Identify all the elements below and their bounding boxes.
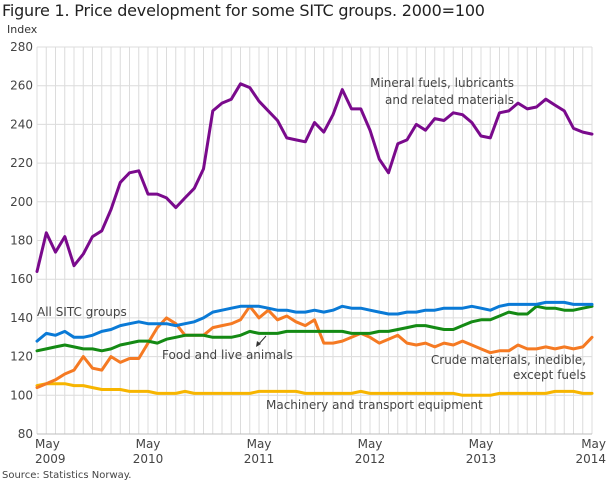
y-tick-label: 160 (10, 272, 33, 286)
x-tick-label-year: 2014 (575, 452, 606, 466)
y-axis-ticks: 80 100 120 140 160 180 200 220 240 260 280 (10, 40, 33, 441)
x-tick-label-month: May (136, 437, 161, 451)
y-tick-label: 240 (10, 117, 33, 131)
y-tick-label: 180 (10, 234, 33, 248)
chart-title: Figure 1. Price development for some SIT… (2, 1, 485, 20)
series-label: and related materials (385, 93, 514, 107)
x-tick-label-month: May (247, 437, 272, 451)
series-line-crude-materials-inedible-except-fuels (35, 304, 594, 390)
x-tick-label-month: May (581, 437, 606, 451)
series-line-food-and-live-animals (35, 304, 594, 353)
series-line-machinery-and-transport-equipment (35, 382, 594, 397)
x-tick-label-month: May (358, 437, 383, 451)
x-tick-label-year: 2010 (133, 452, 164, 466)
series-label: except fuels (513, 368, 586, 382)
y-tick-label: 220 (10, 156, 33, 170)
y-tick-label: 120 (10, 350, 33, 364)
series-annotations: Mineral fuels, lubricants and related mat… (37, 76, 586, 412)
x-tick-label-year: 2011 (244, 452, 275, 466)
series-label: Food and live animals (162, 348, 293, 362)
x-axis-ticks: May2009May2010May2011May2012May2013May20… (35, 437, 606, 466)
y-tick-label: 280 (10, 40, 33, 54)
y-tick-label: 80 (18, 427, 33, 441)
y-axis-label: Index (7, 23, 38, 36)
x-tick-label-month: May (35, 437, 60, 451)
arrow-head-icon (256, 341, 261, 347)
y-tick-label: 100 (10, 388, 33, 402)
series-label: All SITC groups (37, 305, 127, 319)
x-tick-label-year: 2013 (466, 452, 497, 466)
series-label: Crude materials, inedible, (431, 353, 586, 367)
y-tick-label: 140 (10, 311, 33, 325)
y-tick-label: 200 (10, 195, 33, 209)
series-line-all-sitc-groups (35, 300, 594, 343)
x-tick-label-year: 2009 (35, 452, 66, 466)
series-label: Mineral fuels, lubricants (370, 76, 514, 90)
series-label: Machinery and transport equipment (266, 398, 483, 412)
x-tick-label-year: 2012 (355, 452, 386, 466)
series-lines (35, 82, 594, 397)
x-tick-label-month: May (469, 437, 494, 451)
series-line-mineral-fuels-lubricants-and-related-materials (35, 82, 594, 273)
y-tick-label: 260 (10, 79, 33, 93)
source-note: Source: Statistics Norway. (2, 470, 132, 481)
